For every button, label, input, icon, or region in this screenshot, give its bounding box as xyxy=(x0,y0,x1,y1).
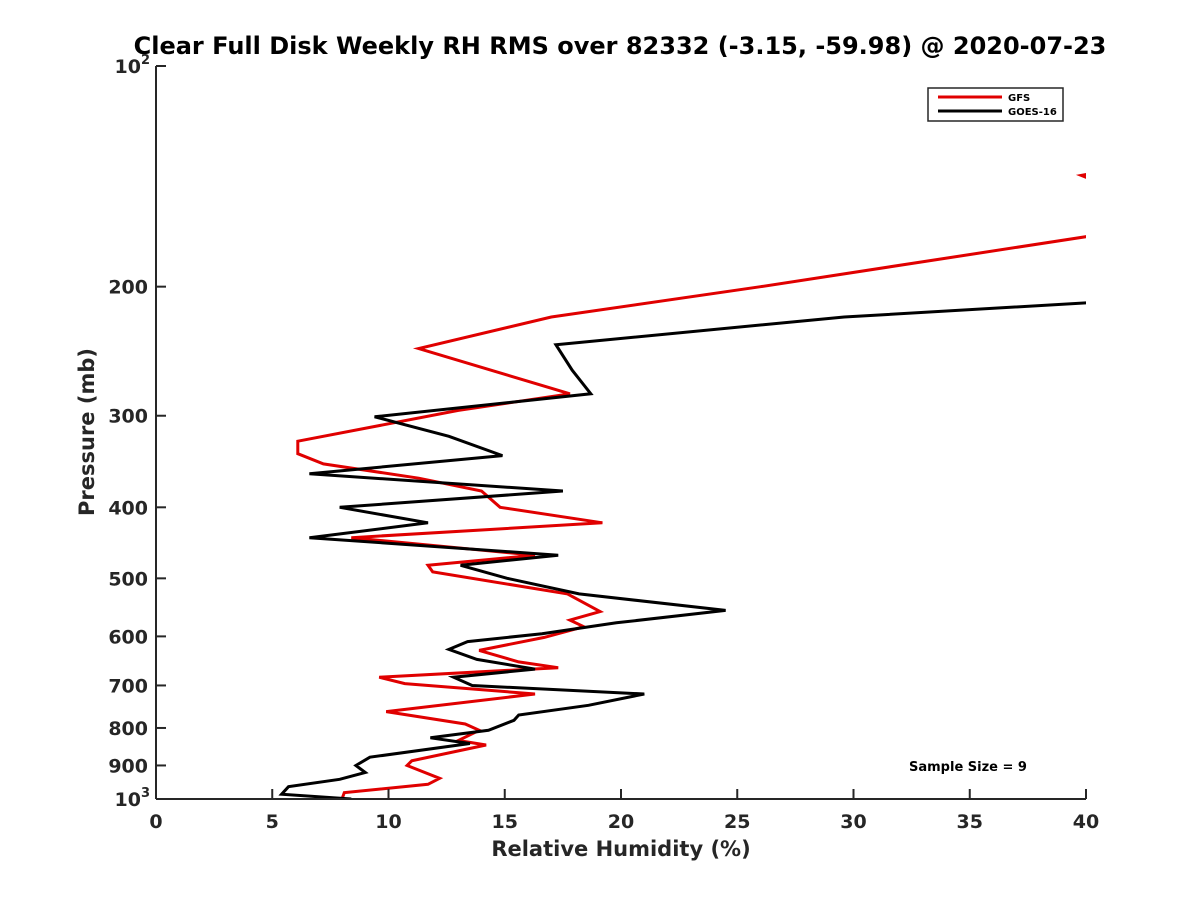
y-tick-label: 400 xyxy=(108,497,148,519)
chart-title: Clear Full Disk Weekly RH RMS over 82332… xyxy=(134,32,1107,60)
x-axis-label: Relative Humidity (%) xyxy=(491,837,750,861)
x-tick-label: 30 xyxy=(840,811,866,833)
x-tick-label: 10 xyxy=(375,811,401,833)
y-tick-label: 800 xyxy=(108,718,148,740)
legend: GFS GOES-16 xyxy=(927,87,1064,122)
x-tick-label: 15 xyxy=(492,811,518,833)
series-line-gfs-1 xyxy=(1075,172,1086,179)
x-tick-label: 0 xyxy=(149,811,162,833)
legend-label-gfs: GFS xyxy=(1008,93,1030,104)
legend-box xyxy=(927,87,1064,122)
y-axis-ticks: 102 200 300 400 500 600 700 800 900 103 xyxy=(108,53,166,811)
series-line-gfs-2 xyxy=(296,235,1086,799)
x-axis-ticks: 0 5 10 15 20 25 30 35 40 xyxy=(149,789,1099,833)
y-tick-label: 900 xyxy=(108,755,148,777)
y-tick-label: 700 xyxy=(108,675,148,697)
x-tick-label: 20 xyxy=(608,811,634,833)
sample-size-annotation: Sample Size = 9 xyxy=(909,760,1027,775)
y-tick-label: 200 xyxy=(108,277,148,299)
y-tick-label: 500 xyxy=(108,568,148,590)
series-line-goes16 xyxy=(278,301,1086,799)
y-tick-label: 102 xyxy=(115,53,151,78)
legend-label-goes16: GOES-16 xyxy=(1008,107,1057,118)
y-tick-label: 103 xyxy=(115,786,151,811)
x-tick-label: 5 xyxy=(266,811,279,833)
x-tick-label: 40 xyxy=(1073,811,1099,833)
y-tick-label: 300 xyxy=(108,406,148,428)
x-tick-label: 25 xyxy=(724,811,750,833)
y-tick-label: 600 xyxy=(108,626,148,648)
y-axis-label: Pressure (mb) xyxy=(75,348,99,516)
x-tick-label: 35 xyxy=(957,811,983,833)
plot-series xyxy=(278,172,1086,799)
